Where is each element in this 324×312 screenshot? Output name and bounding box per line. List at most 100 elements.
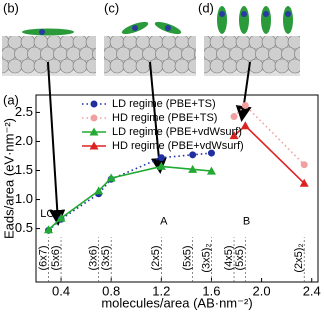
series-line [233, 124, 305, 184]
legend-label: LD regime (PBE+TS) [112, 98, 216, 110]
point [156, 161, 166, 170]
molecule-atom [263, 11, 269, 17]
point [56, 213, 66, 222]
surface-atom [104, 58, 112, 74]
structure-label: (4x5) [223, 245, 235, 270]
region-label: LC [40, 208, 54, 220]
surface-atom [287, 58, 300, 74]
surface-atom [274, 58, 290, 74]
molecule-atom [219, 11, 225, 17]
molecule-atom [39, 29, 45, 35]
surface-atom [187, 58, 196, 74]
surface-atom [161, 58, 177, 74]
structure-label: (6x7) [37, 245, 49, 270]
y-tick-label: 2.0 [15, 133, 33, 148]
point [189, 151, 197, 159]
molecule [283, 6, 293, 34]
series-line [233, 104, 305, 166]
surface-atom [85, 58, 96, 74]
surface-atom [248, 58, 264, 74]
panel-label: (c) [104, 0, 119, 15]
point [229, 131, 239, 140]
molecule [217, 6, 227, 34]
point [241, 101, 249, 109]
surface [2, 36, 96, 76]
surface-atom [33, 58, 49, 74]
surface-atom [194, 49, 196, 59]
x-tick-label: 2.0 [253, 283, 271, 298]
structure-label: (3x5) [100, 245, 112, 270]
surface [104, 36, 196, 76]
arrows [47, 61, 252, 226]
region-label: A [160, 216, 168, 228]
panel-label: (b) [3, 0, 19, 15]
structure-label: (5x5) [234, 245, 246, 270]
surfaces [2, 36, 300, 76]
x-tick-label: 1.6 [202, 283, 220, 298]
point [44, 225, 54, 234]
series-line [48, 152, 212, 231]
point [299, 178, 309, 187]
molecule [239, 6, 249, 34]
molecule [261, 6, 271, 34]
region-label: B [243, 216, 250, 228]
panel-label: (a) [3, 92, 19, 107]
surface-atom [187, 36, 196, 50]
arrow [149, 61, 167, 174]
x-axis-label: molecules/area (AB·nm⁻²) [101, 295, 252, 310]
point [240, 121, 250, 130]
surface-atom [287, 36, 300, 50]
y-tick-label: 2.5 [15, 104, 33, 119]
legend-marker [89, 141, 99, 150]
y-tick-label: 1.0 [15, 191, 33, 206]
structure-label: (3x6) [88, 245, 100, 270]
point [157, 154, 165, 162]
surface-atom [222, 58, 238, 74]
structure-label: (2x5) [150, 245, 162, 270]
surface-atom [294, 46, 300, 62]
surface-atom [261, 58, 277, 74]
surface-atom [109, 58, 125, 74]
legend-marker [89, 127, 99, 136]
x-tick-label: 0.8 [102, 283, 120, 298]
surface-atom [209, 58, 225, 74]
surface-atom [204, 58, 212, 74]
molecule-atom [241, 11, 247, 17]
x-tick-label: 1.2 [152, 283, 170, 298]
surface-atom [7, 58, 23, 74]
point [106, 173, 116, 182]
y-tick-label: 0.5 [15, 220, 33, 235]
legend-label: HD regime (PBE+TS) [112, 112, 217, 124]
structure-label: (3x5)₂ [200, 243, 212, 272]
x-tick-label: 2.4 [303, 283, 321, 298]
molecule [22, 28, 74, 36]
plot-frame [35, 94, 319, 283]
surface-atom [174, 58, 190, 74]
surface-atom [85, 36, 96, 50]
legend-label: HD regime (PBE+vdWsurf) [112, 140, 244, 152]
molecule-atom [285, 11, 291, 17]
legend-label: LD regime (PBE+vdWsurf) [112, 126, 242, 138]
structure-label: (2x5)₂ [293, 243, 305, 272]
surface-atom [135, 58, 151, 74]
surface-atom [59, 58, 75, 74]
point [230, 112, 238, 120]
point [300, 161, 308, 169]
surface-atom [92, 47, 96, 61]
surface [204, 36, 300, 76]
surface-atom [20, 58, 36, 74]
point [207, 149, 215, 157]
y-tick-label: 1.5 [15, 162, 33, 177]
series-line [47, 165, 212, 231]
legend-marker [90, 100, 98, 108]
arrow [47, 61, 66, 226]
panel-label: (d) [198, 0, 214, 15]
point [94, 186, 104, 195]
y-axis-label: Eads/area (eV·nm⁻²) [1, 118, 16, 239]
surface-atom [122, 58, 138, 74]
point [206, 166, 216, 175]
legend-marker [90, 114, 98, 122]
molecule-atom [165, 25, 171, 31]
structure-label: (5x6) [50, 245, 62, 270]
